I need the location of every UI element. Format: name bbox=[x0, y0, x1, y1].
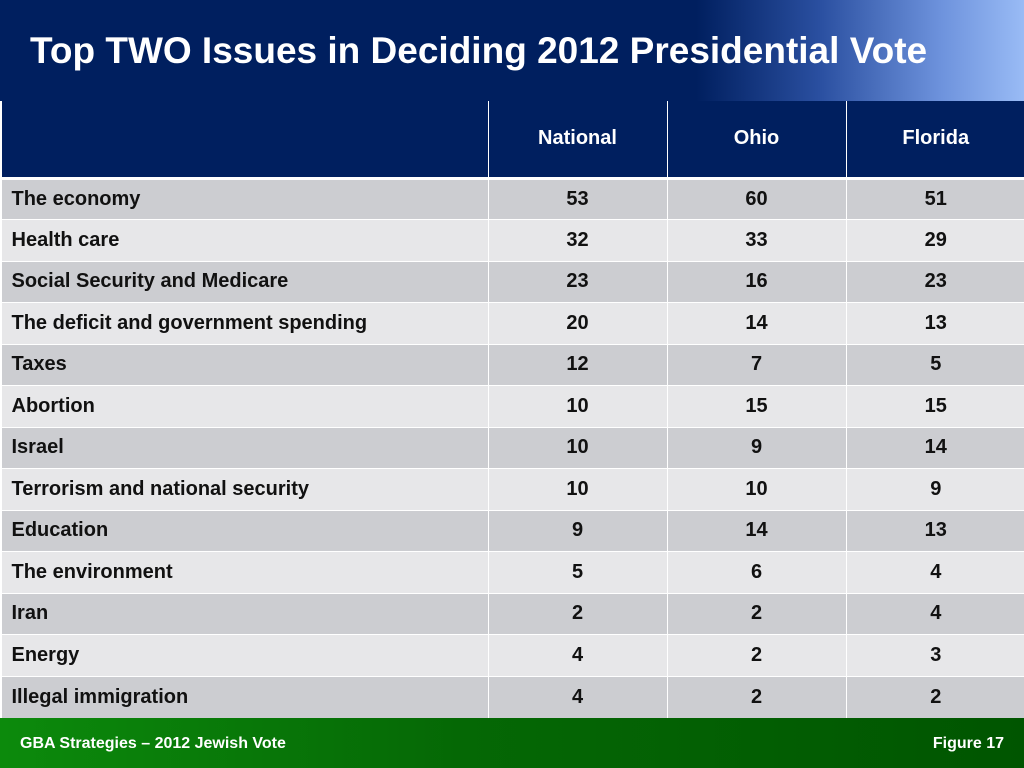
ohio-value: 2 bbox=[666, 675, 846, 718]
florida-value: 2 bbox=[845, 675, 1024, 718]
issue-label: Social Security and Medicare bbox=[0, 260, 488, 303]
issue-label: The deficit and government spending bbox=[0, 302, 488, 344]
national-value: 10 bbox=[487, 468, 667, 510]
ohio-value: 2 bbox=[666, 634, 846, 676]
national-value: 20 bbox=[487, 302, 667, 344]
footer-source: GBA Strategies – 2012 Jewish Vote bbox=[20, 735, 286, 752]
issue-label: The economy bbox=[0, 177, 488, 220]
florida-value: 4 bbox=[845, 551, 1024, 593]
florida-value: 9 bbox=[845, 468, 1024, 510]
ohio-value: 9 bbox=[666, 426, 846, 469]
national-value: 23 bbox=[487, 260, 667, 303]
column-header-florida: Florida bbox=[845, 101, 1024, 180]
column-header-national: National bbox=[487, 101, 667, 180]
table-row: Education 9 14 13 bbox=[0, 509, 1024, 552]
table-header-row: National Ohio Florida bbox=[0, 101, 1024, 180]
national-value: 10 bbox=[487, 426, 667, 469]
table-body: The economy 53 60 51 Health care 32 33 29 Social… bbox=[0, 177, 1024, 718]
florida-value: 4 bbox=[845, 592, 1024, 635]
column-header-issue bbox=[0, 101, 488, 180]
title-bar: Top TWO Issues in Deciding 2012 Presiden… bbox=[0, 0, 1024, 101]
ohio-value: 33 bbox=[666, 219, 846, 261]
ohio-value: 14 bbox=[666, 509, 846, 552]
national-value: 4 bbox=[487, 634, 667, 676]
table-row: Taxes 12 7 5 bbox=[0, 343, 1024, 386]
national-value: 4 bbox=[487, 675, 667, 718]
florida-value: 3 bbox=[845, 634, 1024, 676]
florida-value: 23 bbox=[845, 260, 1024, 303]
table-row: Energy 4 2 3 bbox=[0, 634, 1024, 676]
florida-value: 51 bbox=[845, 177, 1024, 220]
slide-title: Top TWO Issues in Deciding 2012 Presiden… bbox=[30, 30, 928, 71]
florida-value: 15 bbox=[845, 385, 1024, 427]
ohio-value: 2 bbox=[666, 592, 846, 635]
florida-value: 14 bbox=[845, 426, 1024, 469]
table-row: Illegal immigration 4 2 2 bbox=[0, 675, 1024, 718]
florida-value: 13 bbox=[845, 302, 1024, 344]
issue-label: Israel bbox=[0, 426, 488, 469]
table-row: Terrorism and national security 10 10 9 bbox=[0, 468, 1024, 510]
national-value: 53 bbox=[487, 177, 667, 220]
ohio-value: 60 bbox=[666, 177, 846, 220]
issue-label: Iran bbox=[0, 592, 488, 635]
column-header-ohio: Ohio bbox=[666, 101, 846, 180]
table-row: Social Security and Medicare 23 16 23 bbox=[0, 260, 1024, 303]
table-row: Israel 10 9 14 bbox=[0, 426, 1024, 469]
ohio-value: 15 bbox=[666, 385, 846, 427]
issue-label: Education bbox=[0, 509, 488, 552]
ohio-value: 14 bbox=[666, 302, 846, 344]
issue-label: Taxes bbox=[0, 343, 488, 386]
table-row: The deficit and government spending 20 14 1… bbox=[0, 302, 1024, 344]
issue-label: Abortion bbox=[0, 385, 488, 427]
national-value: 2 bbox=[487, 592, 667, 635]
table-row: Health care 32 33 29 bbox=[0, 219, 1024, 261]
issue-label: Health care bbox=[0, 219, 488, 261]
issue-label: The environment bbox=[0, 551, 488, 593]
issue-label: Illegal immigration bbox=[0, 675, 488, 718]
national-value: 32 bbox=[487, 219, 667, 261]
florida-value: 13 bbox=[845, 509, 1024, 552]
footer-bar: GBA Strategies – 2012 Jewish Vote Figure… bbox=[0, 718, 1024, 768]
issue-label: Energy bbox=[0, 634, 488, 676]
issue-label: Terrorism and national security bbox=[0, 468, 488, 510]
national-value: 9 bbox=[487, 509, 667, 552]
table-row: Iran 2 2 4 bbox=[0, 592, 1024, 635]
florida-value: 29 bbox=[845, 219, 1024, 261]
table-row: The economy 53 60 51 bbox=[0, 177, 1024, 220]
national-value: 12 bbox=[487, 343, 667, 386]
ohio-value: 7 bbox=[666, 343, 846, 386]
national-value: 10 bbox=[487, 385, 667, 427]
ohio-value: 10 bbox=[666, 468, 846, 510]
florida-value: 5 bbox=[845, 343, 1024, 386]
figure-label: Figure 17 bbox=[932, 735, 1004, 752]
table-row: The environment 5 6 4 bbox=[0, 551, 1024, 593]
table-row: Abortion 10 15 15 bbox=[0, 385, 1024, 427]
national-value: 5 bbox=[487, 551, 667, 593]
ohio-value: 6 bbox=[666, 551, 846, 593]
ohio-value: 16 bbox=[666, 260, 846, 303]
issues-table: National Ohio Florida The economy 53 60 51 H… bbox=[0, 101, 1024, 718]
